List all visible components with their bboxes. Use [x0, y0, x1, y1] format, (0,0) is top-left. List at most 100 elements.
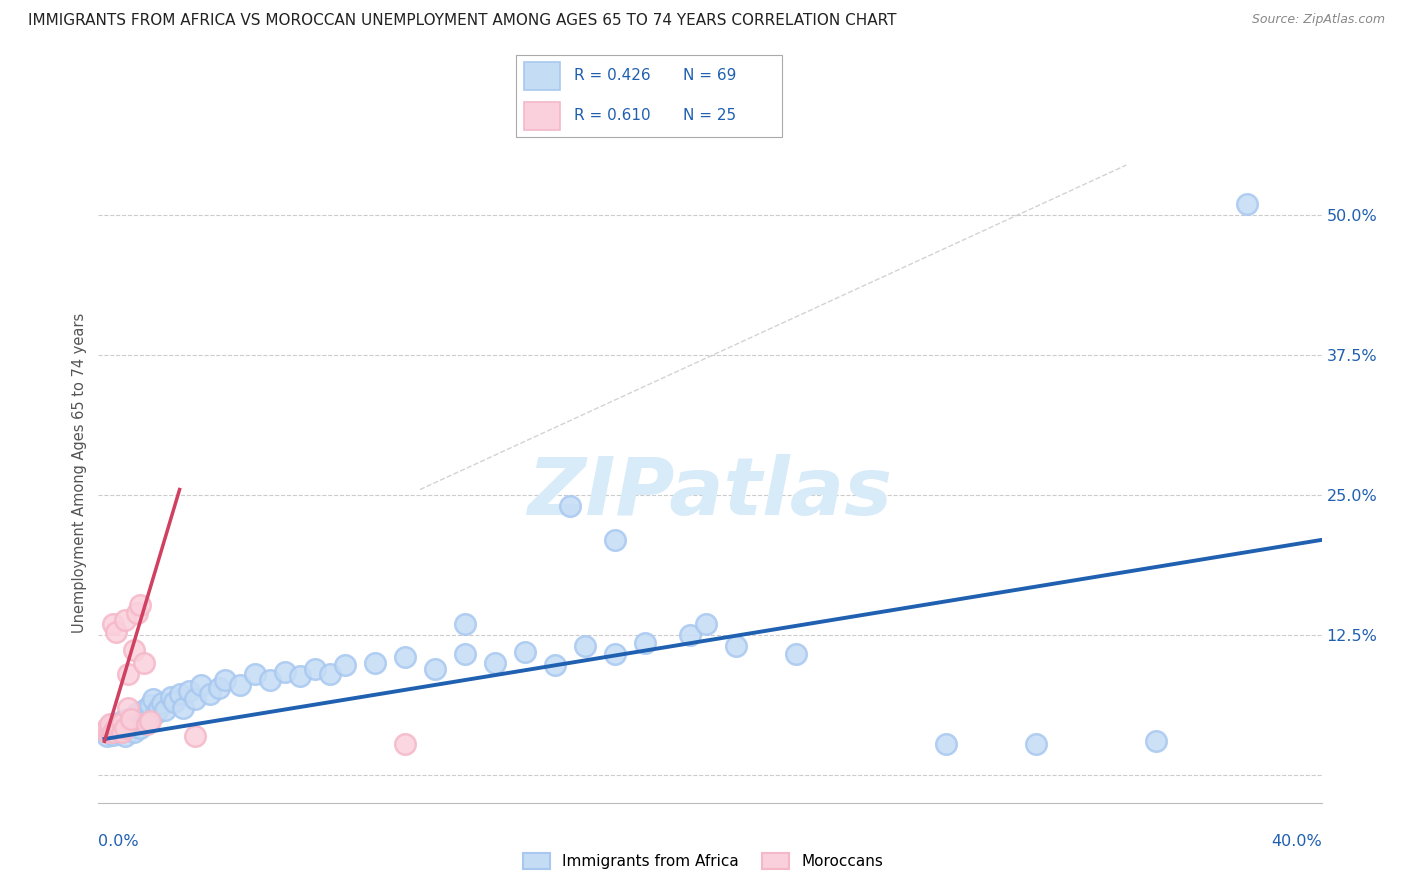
Point [574, 639, 596, 653]
Point [127, 606, 149, 620]
Point [114, 614, 136, 628]
Point [96, 721, 118, 735]
Point [198, 687, 221, 701]
Point [243, 667, 266, 681]
Point [105, 624, 128, 639]
Point [364, 656, 387, 670]
Point [695, 616, 717, 631]
Point [1025, 737, 1047, 751]
Point [138, 698, 160, 713]
Point [127, 706, 149, 721]
Point [132, 703, 155, 717]
Point [124, 642, 146, 657]
Point [121, 718, 143, 732]
Point [117, 700, 139, 714]
Point [132, 656, 155, 670]
Point [274, 665, 297, 679]
Legend: Immigrants from Africa, Moroccans: Immigrants from Africa, Moroccans [516, 847, 890, 875]
Point [153, 703, 176, 717]
Point [111, 716, 134, 731]
Point [454, 647, 477, 661]
Point [100, 725, 122, 739]
Point [141, 691, 163, 706]
Text: Source: ZipAtlas.com: Source: ZipAtlas.com [1251, 13, 1385, 27]
Point [1144, 734, 1167, 748]
Point [183, 729, 205, 743]
Point [169, 687, 191, 701]
Point [96, 729, 118, 743]
Point [183, 691, 205, 706]
Text: ZIPatlas: ZIPatlas [527, 453, 893, 532]
Point [117, 716, 139, 731]
Point [605, 533, 627, 547]
Point [129, 721, 152, 735]
Point [100, 717, 122, 731]
Point [124, 725, 146, 739]
Point [108, 720, 131, 734]
Point [177, 684, 200, 698]
Point [111, 723, 134, 737]
Point [208, 681, 231, 695]
Point [394, 737, 416, 751]
Point [124, 709, 146, 723]
Point [103, 725, 125, 739]
Point [319, 667, 342, 681]
Point [108, 723, 131, 737]
Point [1236, 197, 1258, 211]
Point [454, 616, 477, 631]
FancyBboxPatch shape [524, 62, 560, 90]
Point [135, 712, 157, 726]
Point [544, 658, 567, 673]
Point [162, 695, 184, 709]
FancyBboxPatch shape [524, 102, 560, 130]
Text: R = 0.610: R = 0.610 [574, 108, 650, 123]
Point [605, 647, 627, 661]
Point [679, 628, 702, 642]
Point [129, 598, 152, 612]
Text: N = 25: N = 25 [683, 108, 737, 123]
Point [121, 712, 143, 726]
Point [724, 639, 747, 653]
Point [394, 650, 416, 665]
Point [148, 700, 170, 714]
Point [228, 678, 250, 692]
Point [111, 714, 134, 728]
Text: N = 69: N = 69 [683, 68, 737, 83]
Point [100, 721, 122, 735]
Point [214, 673, 236, 687]
Point [117, 667, 139, 681]
Y-axis label: Unemployment Among Ages 65 to 74 years: Unemployment Among Ages 65 to 74 years [72, 312, 87, 633]
Point [159, 690, 181, 704]
Point [634, 636, 657, 650]
Point [423, 661, 446, 675]
Point [114, 721, 136, 735]
Point [138, 714, 160, 728]
Point [96, 725, 118, 739]
Text: IMMIGRANTS FROM AFRICA VS MOROCCAN UNEMPLOYMENT AMONG AGES 65 TO 74 YEARS CORREL: IMMIGRANTS FROM AFRICA VS MOROCCAN UNEMP… [28, 13, 897, 29]
Point [103, 717, 125, 731]
Point [108, 718, 131, 732]
Point [117, 712, 139, 726]
Point [259, 673, 281, 687]
Point [108, 726, 131, 740]
Point [333, 658, 356, 673]
Point [100, 723, 122, 737]
Text: R = 0.426: R = 0.426 [574, 68, 650, 83]
Point [105, 721, 128, 735]
Point [105, 722, 128, 736]
Point [935, 737, 957, 751]
Point [114, 729, 136, 743]
Point [785, 647, 807, 661]
Point [172, 700, 194, 714]
Text: 40.0%: 40.0% [1271, 834, 1322, 849]
Point [484, 656, 506, 670]
Point [135, 717, 157, 731]
Point [103, 616, 125, 631]
Point [145, 706, 167, 721]
Point [96, 723, 118, 737]
Point [304, 661, 326, 675]
Point [129, 714, 152, 728]
Point [111, 725, 134, 739]
Point [114, 721, 136, 735]
Point [515, 645, 537, 659]
